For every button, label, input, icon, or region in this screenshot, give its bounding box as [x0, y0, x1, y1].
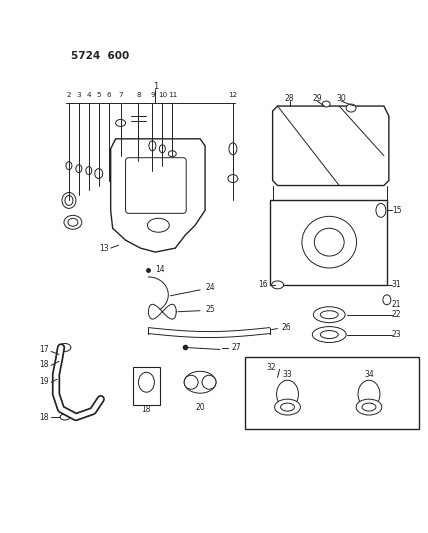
Ellipse shape: [358, 380, 380, 408]
Ellipse shape: [272, 281, 283, 289]
Text: 11: 11: [168, 92, 177, 98]
Ellipse shape: [313, 306, 345, 322]
Ellipse shape: [228, 175, 238, 182]
Text: 1: 1: [153, 82, 158, 91]
Ellipse shape: [184, 372, 216, 393]
Text: 18: 18: [39, 413, 49, 422]
Text: 15: 15: [392, 206, 401, 215]
Text: 4: 4: [86, 92, 91, 98]
Ellipse shape: [68, 219, 78, 227]
Ellipse shape: [276, 380, 298, 408]
Ellipse shape: [229, 143, 237, 155]
Ellipse shape: [60, 414, 70, 420]
Ellipse shape: [66, 161, 72, 169]
Text: 18: 18: [39, 360, 49, 369]
Ellipse shape: [95, 168, 103, 179]
Ellipse shape: [139, 373, 155, 392]
Ellipse shape: [362, 403, 376, 411]
Ellipse shape: [64, 215, 82, 229]
Text: 13: 13: [99, 244, 109, 253]
Text: 22: 22: [392, 310, 401, 319]
Text: 34: 34: [364, 370, 374, 379]
Text: 33: 33: [282, 370, 292, 379]
Ellipse shape: [86, 167, 92, 175]
Text: 17: 17: [39, 345, 49, 354]
Ellipse shape: [302, 216, 357, 268]
Text: 10: 10: [158, 92, 167, 98]
Text: 6: 6: [107, 92, 111, 98]
Ellipse shape: [356, 399, 382, 415]
Ellipse shape: [312, 327, 346, 343]
Ellipse shape: [275, 399, 300, 415]
Ellipse shape: [159, 145, 165, 153]
Text: 7: 7: [118, 92, 123, 98]
Text: 14: 14: [155, 265, 165, 274]
Ellipse shape: [65, 196, 73, 205]
Text: 23: 23: [392, 330, 401, 339]
Polygon shape: [273, 106, 389, 185]
Text: 9: 9: [150, 92, 155, 98]
Ellipse shape: [76, 165, 82, 173]
Ellipse shape: [322, 101, 330, 107]
Ellipse shape: [281, 403, 294, 411]
Text: 21: 21: [392, 300, 401, 309]
Text: 26: 26: [282, 323, 291, 332]
Text: 25: 25: [205, 305, 215, 314]
Text: 28: 28: [285, 94, 294, 102]
Text: 24: 24: [205, 284, 215, 293]
Ellipse shape: [320, 311, 338, 319]
Ellipse shape: [184, 375, 198, 389]
Bar: [270, 200, 387, 285]
FancyBboxPatch shape: [125, 158, 186, 213]
Ellipse shape: [147, 219, 169, 232]
Ellipse shape: [383, 295, 391, 305]
Bar: [133, 367, 160, 405]
Bar: [245, 358, 419, 429]
Text: 31: 31: [392, 280, 401, 289]
Text: 2: 2: [67, 92, 71, 98]
Text: 19: 19: [39, 377, 49, 386]
Text: 27: 27: [232, 343, 241, 352]
Text: 20: 20: [195, 402, 205, 411]
Text: 3: 3: [77, 92, 81, 98]
Ellipse shape: [376, 204, 386, 217]
Text: 8: 8: [136, 92, 141, 98]
Text: 32: 32: [267, 363, 276, 372]
Ellipse shape: [116, 119, 125, 126]
Ellipse shape: [59, 343, 71, 351]
Text: 29: 29: [312, 94, 322, 102]
Text: 5: 5: [96, 92, 101, 98]
Text: 12: 12: [228, 92, 238, 98]
Ellipse shape: [168, 151, 176, 157]
Ellipse shape: [346, 104, 356, 112]
Text: 16: 16: [258, 280, 268, 289]
Text: 30: 30: [336, 94, 346, 102]
Ellipse shape: [320, 330, 338, 338]
Ellipse shape: [149, 141, 156, 151]
Ellipse shape: [314, 228, 344, 256]
Ellipse shape: [62, 192, 76, 208]
Text: 18: 18: [142, 405, 151, 414]
Polygon shape: [111, 139, 205, 252]
Ellipse shape: [202, 375, 216, 389]
Text: 5724  600: 5724 600: [71, 51, 129, 61]
